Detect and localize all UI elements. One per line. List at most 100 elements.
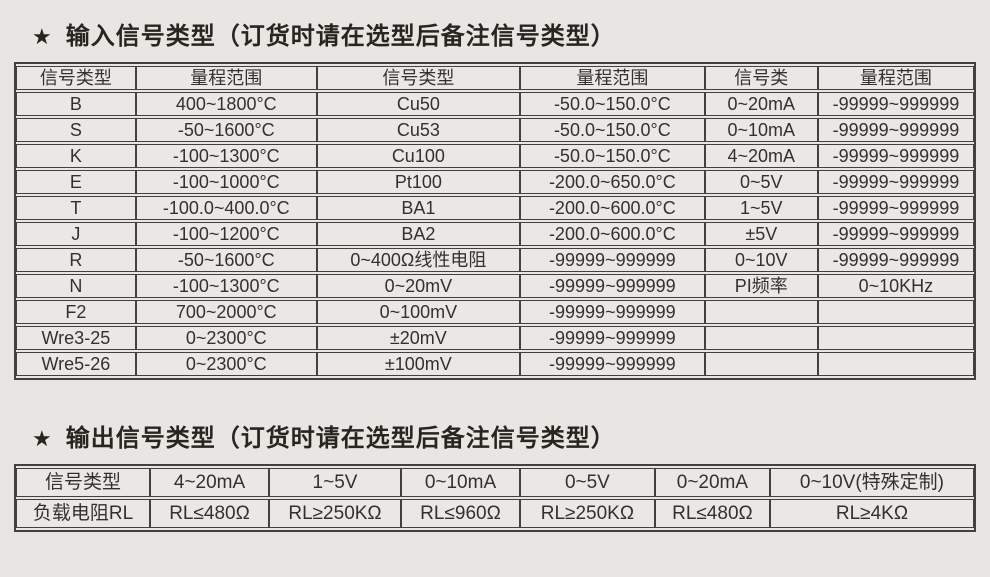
output-signal-title-text: 输出信号类型（订货时请在选型后备注信号类型）	[65, 425, 616, 452]
table-cell: Cu100	[316, 144, 520, 168]
table-row: B 400~1800°C Cu50 -50.0~150.0°C 0~20mA -99999…	[16, 92, 974, 116]
table-cell: 700~2000°C	[135, 300, 317, 324]
table-cell: 1~5V	[704, 196, 818, 220]
table-cell: Cu53	[316, 118, 520, 142]
table-cell	[704, 326, 818, 350]
table-cell: Wre5-26	[16, 352, 136, 376]
table-cell	[817, 326, 974, 350]
table-row: E -100~1000°C Pt100 -200.0~650.0°C 0~5V -9999…	[16, 170, 974, 194]
table-cell: 0~10mA	[704, 118, 818, 142]
table-cell: -99999~999999	[817, 196, 974, 220]
table-cell: -99999~999999	[519, 326, 705, 350]
table-cell: 0~10V	[704, 248, 818, 272]
table-cell: -99999~999999	[817, 92, 974, 116]
table-cell: ±20mV	[316, 326, 520, 350]
table-row: 信号类型 4~20mA 1~5V 0~10mA 0~5V 0~20mA 0~10V(特殊定制…	[16, 468, 974, 497]
table-cell: Wre3-25	[16, 326, 136, 350]
table-cell	[817, 300, 974, 324]
table-cell: -100.0~400.0°C	[135, 196, 317, 220]
table-cell: -99999~999999	[519, 352, 705, 376]
table-cell: -99999~999999	[519, 248, 705, 272]
table-cell: T	[16, 196, 136, 220]
table-cell: -100~1300°C	[135, 274, 317, 298]
output-signal-section-title: ★ 输出信号类型（订货时请在选型后备注信号类型）	[32, 424, 976, 454]
table-cell: -100~1200°C	[135, 222, 317, 246]
table-cell: RL≤480Ω	[150, 499, 269, 528]
table-cell: -200.0~650.0°C	[519, 170, 705, 194]
table-cell: ±5V	[704, 222, 818, 246]
table-cell: 4~20mA	[704, 144, 818, 168]
output-signal-table: 信号类型 4~20mA 1~5V 0~10mA 0~5V 0~20mA 0~10V(特殊定制…	[14, 464, 976, 532]
table-cell: RL≥250KΩ	[268, 499, 402, 528]
column-header: 量程范围	[817, 66, 974, 90]
table-cell: Cu50	[316, 92, 520, 116]
table-row: S -50~1600°C Cu53 -50.0~150.0°C 0~10mA -99999…	[16, 118, 974, 142]
table-cell: 0~2300°C	[135, 326, 317, 350]
table-row: N -100~1300°C 0~20mV -99999~999999 PI频率 0~10K…	[16, 274, 974, 298]
signal-spec-sheet: ★ 输入信号类型（订货时请在选型后备注信号类型） 信号类型 量程范围 信号类型 量程范…	[14, 23, 976, 532]
table-cell: -200.0~600.0°C	[519, 222, 705, 246]
table-cell: E	[16, 170, 136, 194]
table-row: J -100~1200°C BA2 -200.0~600.0°C ±5V -99999~9…	[16, 222, 974, 246]
column-header: 信号类型	[16, 66, 136, 90]
table-cell: 0~10V(特殊定制)	[769, 468, 974, 497]
table-cell: -99999~999999	[817, 222, 974, 246]
table-cell: 负载电阻RL	[16, 499, 151, 528]
table-cell: J	[16, 222, 136, 246]
table-cell: -50.0~150.0°C	[519, 118, 705, 142]
star-icon: ★	[32, 426, 52, 451]
table-row: R -50~1600°C 0~400Ω线性电阻 -99999~999999 0~10V -…	[16, 248, 974, 272]
table-cell: K	[16, 144, 136, 168]
table-cell: F2	[16, 300, 136, 324]
table-row: Wre5-26 0~2300°C ±100mV -99999~999999	[16, 352, 974, 376]
table-row: T -100.0~400.0°C BA1 -200.0~600.0°C 1~5V -999…	[16, 196, 974, 220]
table-cell: -50~1600°C	[135, 118, 317, 142]
table-cell: B	[16, 92, 136, 116]
table-cell	[817, 352, 974, 376]
input-signal-title-text: 输入信号类型（订货时请在选型后备注信号类型）	[65, 23, 616, 50]
table-cell: 0~20mV	[316, 274, 520, 298]
column-header: 量程范围	[519, 66, 705, 90]
table-cell: RL≥250KΩ	[519, 499, 655, 528]
table-cell: 0~10mA	[401, 468, 520, 497]
output-signal-table-grid: 信号类型 4~20mA 1~5V 0~10mA 0~5V 0~20mA 0~10V(特殊定制…	[16, 466, 974, 530]
table-cell: RL≤480Ω	[654, 499, 770, 528]
table-cell: 0~5V	[704, 170, 818, 194]
table-cell: 0~20mA	[654, 468, 770, 497]
table-cell: -100~1300°C	[135, 144, 317, 168]
table-cell: 400~1800°C	[135, 92, 317, 116]
table-row: Wre3-25 0~2300°C ±20mV -99999~999999	[16, 326, 974, 350]
table-cell: Pt100	[316, 170, 520, 194]
table-cell: -99999~999999	[817, 144, 974, 168]
table-row: F2 700~2000°C 0~100mV -99999~999999	[16, 300, 974, 324]
column-header: 信号类	[704, 66, 818, 90]
table-cell: -50.0~150.0°C	[519, 92, 705, 116]
table-cell: -99999~999999	[817, 118, 974, 142]
input-signal-table: 信号类型 量程范围 信号类型 量程范围 信号类 量程范围 B 400~1800°C Cu50 -5…	[14, 62, 976, 380]
table-cell: 0~20mA	[704, 92, 818, 116]
header-row: 信号类型 量程范围 信号类型 量程范围 信号类 量程范围	[16, 66, 974, 90]
table-cell: -99999~999999	[519, 300, 705, 324]
column-header: 信号类型	[316, 66, 520, 90]
table-cell: PI频率	[704, 274, 818, 298]
table-cell	[704, 300, 818, 324]
table-cell: R	[16, 248, 136, 272]
table-row: K -100~1300°C Cu100 -50.0~150.0°C 4~20mA -999…	[16, 144, 974, 168]
table-cell: -50~1600°C	[135, 248, 317, 272]
table-cell: -50.0~150.0°C	[519, 144, 705, 168]
table-cell: N	[16, 274, 136, 298]
table-cell: 0~10KHz	[817, 274, 974, 298]
table-cell: ±100mV	[316, 352, 520, 376]
table-cell: -99999~999999	[817, 170, 974, 194]
input-signal-table-grid: 信号类型 量程范围 信号类型 量程范围 信号类 量程范围 B 400~1800°C Cu50 -5…	[16, 64, 974, 378]
table-cell: 0~400Ω线性电阻	[316, 248, 520, 272]
table-cell	[704, 352, 818, 376]
table-cell: 信号类型	[16, 468, 151, 497]
column-header: 量程范围	[135, 66, 317, 90]
table-cell: RL≥4KΩ	[769, 499, 974, 528]
table-row: 负载电阻RL RL≤480Ω RL≥250KΩ RL≤960Ω RL≥250KΩ RL≤4…	[16, 499, 974, 528]
table-cell: 0~100mV	[316, 300, 520, 324]
table-cell: S	[16, 118, 136, 142]
table-cell: BA2	[316, 222, 520, 246]
table-cell: -100~1000°C	[135, 170, 317, 194]
